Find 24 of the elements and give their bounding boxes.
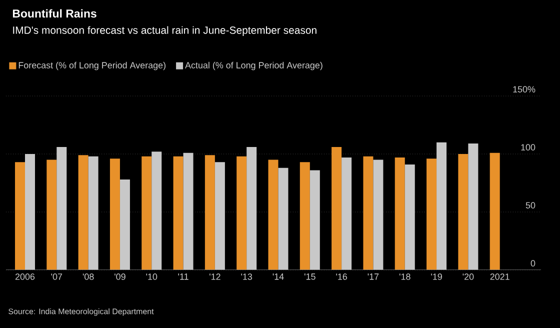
x-tick-label: 2006 — [15, 274, 35, 280]
x-tick-label: '13 — [241, 274, 252, 280]
x-tick-label: '11 — [178, 274, 188, 280]
y-tick-label: 150% — [513, 86, 536, 92]
x-tick-label: '17 — [368, 274, 379, 280]
x-tick-label: 2021 — [490, 274, 510, 280]
x-tick-label: '09 — [114, 274, 126, 280]
x-tick-label: '10 — [146, 274, 158, 280]
x-tick-label: '20 — [462, 274, 474, 280]
legend-label: Forecast (% of Long Period Average) — [18, 62, 166, 70]
x-tick-label: '16 — [336, 274, 348, 280]
x-tick-label: '08 — [82, 274, 94, 280]
x-tick-label: '14 — [272, 274, 284, 280]
chart-subtitle: IMD's monsoon forecast vs actual rain in June-September season — [13, 26, 316, 36]
x-tick-label: '12 — [210, 274, 220, 280]
legend-label: Actual (% of Long Period Average) — [185, 62, 322, 70]
x-tick-label: '18 — [399, 274, 410, 280]
x-tick-label: '07 — [51, 274, 62, 280]
x-tick-label: '19 — [431, 274, 442, 280]
y-tick-label: 50 — [526, 202, 536, 208]
y-tick-label: 100 — [521, 144, 536, 150]
x-tick-label: '15 — [304, 274, 316, 280]
y-tick-label: 0 — [530, 260, 536, 266]
chart-title: Bountiful Rains — [12, 9, 96, 18]
